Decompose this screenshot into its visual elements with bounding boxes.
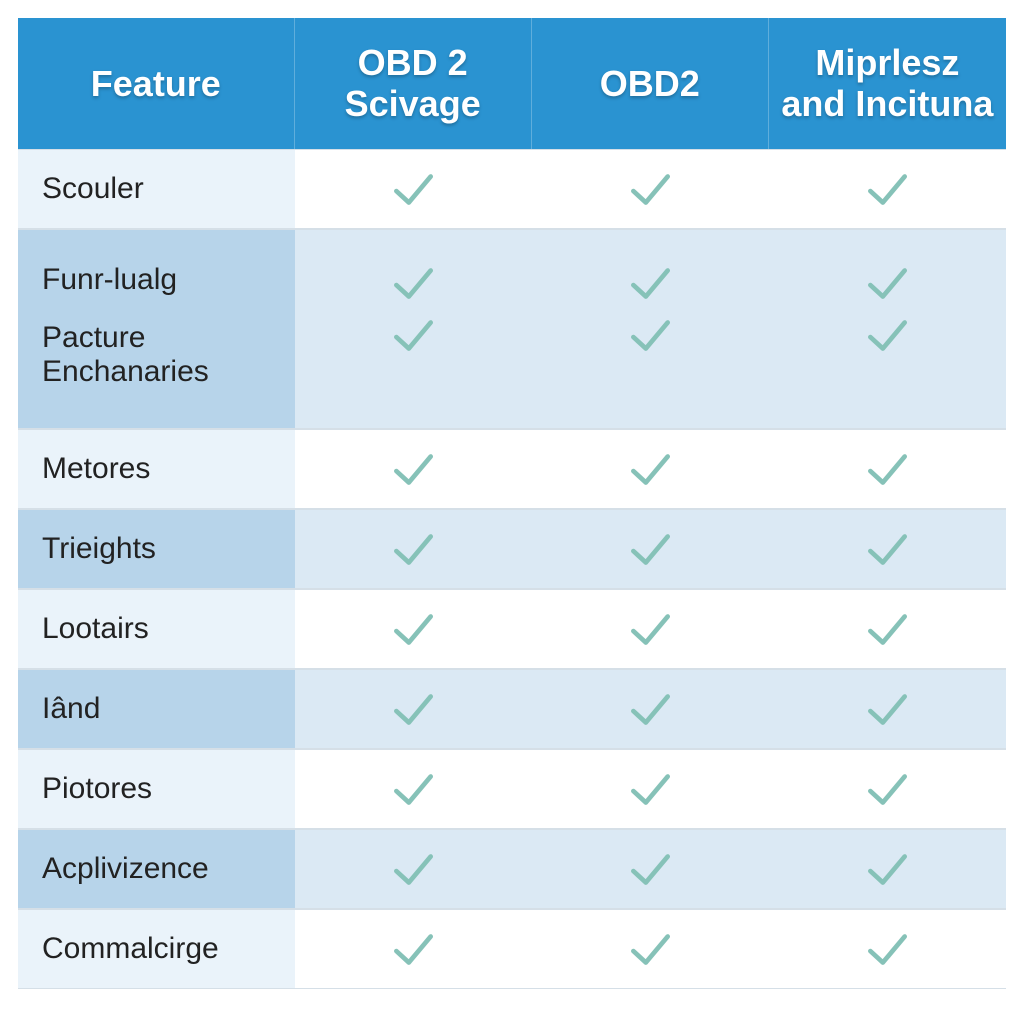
check-icon [861,163,913,215]
table-row: Iând [18,669,1006,749]
table-row: Acplivizence [18,829,1006,909]
check-cell [295,509,532,589]
check-icon [861,603,913,655]
check-cell [532,749,769,829]
table-row: Scouler [18,149,1006,229]
check-icon [387,523,439,575]
check-icon [387,309,439,361]
table-row: Piotores [18,749,1006,829]
check-icon [387,257,439,309]
feature-label: Metores [18,429,295,509]
check-icon [624,309,676,361]
check-icon [861,923,913,975]
check-icon [624,443,676,495]
table-row: Lootairs [18,589,1006,669]
check-cell [532,229,769,309]
check-cell [532,149,769,229]
check-cell [769,589,1006,669]
check-cell [295,229,532,309]
check-icon [624,923,676,975]
check-icon [387,683,439,735]
table-row: Trieights [18,509,1006,589]
check-cell [295,829,532,909]
check-cell [769,829,1006,909]
check-cell [769,429,1006,509]
check-icon [861,309,913,361]
check-icon [387,763,439,815]
table-row: Metores [18,429,1006,509]
check-icon [624,603,676,655]
feature-label: Piotores [18,749,295,829]
comparison-table: FeatureOBD 2ScivageOBD2Miprleszand Incit… [18,18,1006,989]
feature-label: Scouler [18,149,295,229]
check-cell [295,909,532,989]
check-icon [624,763,676,815]
check-cell [295,589,532,669]
check-cell [769,749,1006,829]
feature-label: Commalcirge [18,909,295,989]
feature-label: Acplivizence [18,829,295,909]
feature-label: Iând [18,669,295,749]
check-cell [769,909,1006,989]
feature-label: Funr-lualg [18,229,295,309]
check-cell [532,509,769,589]
check-cell [769,229,1006,309]
check-cell [295,309,532,429]
header-col-1: OBD 2Scivage [295,18,532,149]
check-icon [861,523,913,575]
table-row: PactureEnchanaries [18,309,1006,429]
check-icon [387,923,439,975]
check-icon [387,603,439,655]
check-icon [624,683,676,735]
check-icon [624,163,676,215]
feature-label: Trieights [18,509,295,589]
table-row: Funr-lualg [18,229,1006,309]
table-row: Commalcirge [18,909,1006,989]
table-header: FeatureOBD 2ScivageOBD2Miprleszand Incit… [18,18,1006,149]
check-cell [295,749,532,829]
feature-label: Lootairs [18,589,295,669]
check-cell [769,509,1006,589]
check-cell [532,429,769,509]
check-icon [624,257,676,309]
check-icon [387,443,439,495]
header-col-3: Miprleszand Incituna [769,18,1006,149]
check-cell [295,149,532,229]
check-icon [861,683,913,735]
header-feature: Feature [18,18,295,149]
check-cell [532,669,769,749]
check-cell [532,309,769,429]
feature-label: PactureEnchanaries [18,309,295,429]
check-icon [387,163,439,215]
check-cell [532,909,769,989]
check-icon [624,523,676,575]
header-col-2: OBD2 [532,18,769,149]
check-cell [769,149,1006,229]
check-icon [387,843,439,895]
check-icon [861,843,913,895]
check-icon [624,843,676,895]
check-icon [861,257,913,309]
check-cell [769,309,1006,429]
check-cell [769,669,1006,749]
check-cell [295,669,532,749]
check-cell [532,829,769,909]
check-icon [861,443,913,495]
check-cell [532,589,769,669]
table-body: ScoulerFunr-lualgPactureEnchanariesMetor… [18,149,1006,989]
check-cell [295,429,532,509]
check-icon [861,763,913,815]
